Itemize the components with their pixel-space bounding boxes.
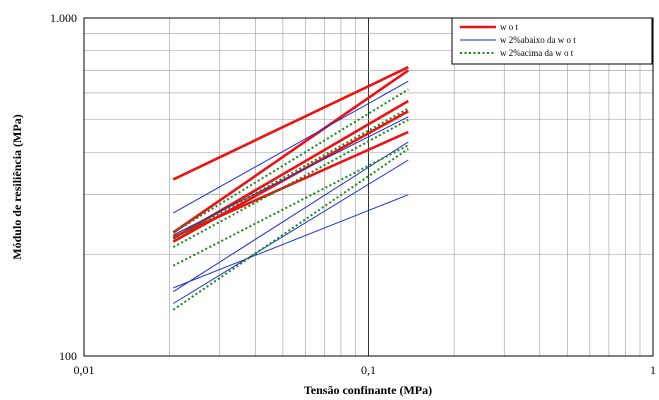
y-axis-title: Módulo de resiliência (MPa) [10,114,24,259]
legend-label: w 2%acima da w o t [500,48,574,58]
series-line-7 [173,116,409,236]
x-tick-label: 1 [650,363,656,377]
tick-labels: 0,01 0,1 1 100 1.000 [50,11,656,377]
series-line-9 [173,159,409,304]
legend-label: w o t [500,22,518,32]
series-line-8 [173,141,409,293]
series-line-6 [173,80,409,214]
series-line-14 [172,144,409,267]
series-lines [172,66,410,311]
x-tick-label: 0,1 [361,363,376,377]
series-line-15 [172,148,409,311]
series-line-10 [173,194,409,289]
series-line-2 [172,69,410,234]
series-line-5 [172,130,409,239]
series-line-12 [172,107,409,240]
x-axis-title: Tensão confinante (MPa) [304,383,432,397]
x-tick-label: 0,01 [74,363,95,377]
legend-label: w 2%abaixo da w o t [500,35,576,45]
series-line-1 [172,66,409,181]
y-tick-label: 100 [59,349,77,363]
series-line-11 [172,88,409,234]
plot-area-border [83,17,654,357]
grid [84,18,653,356]
legend: w o t w 2%abaixo da w o t w 2%acima da w o… [451,17,653,65]
y-tick-label: 1.000 [50,11,77,25]
legend-box [451,17,653,65]
